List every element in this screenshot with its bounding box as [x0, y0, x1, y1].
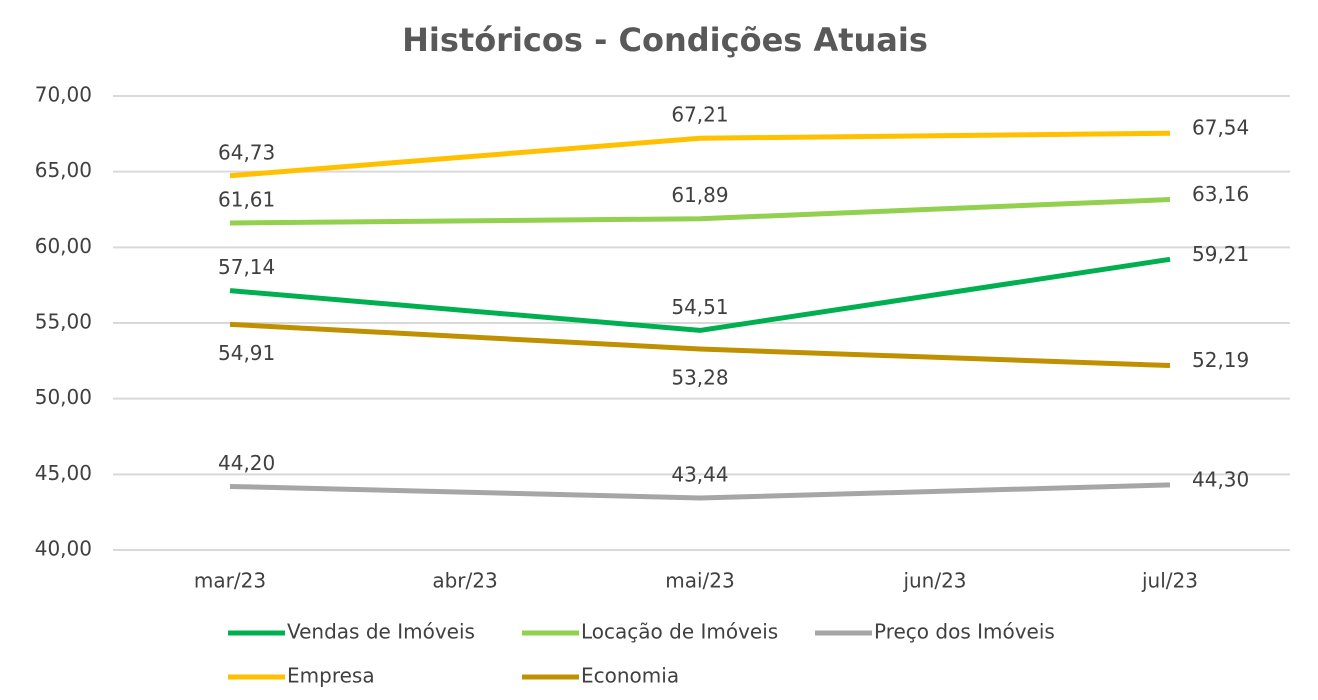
data-label: 53,28: [671, 366, 728, 390]
x-tick-label: jul/23: [1141, 569, 1198, 593]
series-line: [229, 482, 1171, 501]
data-label: 59,21: [1192, 242, 1249, 266]
series-line: [229, 197, 1171, 226]
x-tick-label: abr/23: [432, 569, 497, 593]
data-label: 52,19: [1192, 348, 1249, 372]
data-label: 54,51: [671, 295, 728, 319]
y-tick-label: 55,00: [35, 310, 92, 334]
legend-label: Vendas de Imóveis: [287, 620, 475, 644]
data-label: 64,73: [218, 140, 275, 164]
y-tick-label: 65,00: [35, 158, 92, 182]
chart-title: Históricos - Condições Atuais: [402, 21, 928, 59]
legend-label: Empresa: [287, 664, 375, 688]
data-label: 67,54: [1192, 116, 1249, 140]
legend-label: Preço dos Imóveis: [874, 620, 1055, 644]
data-label: 67,21: [671, 103, 728, 127]
y-tick-label: 45,00: [35, 461, 92, 485]
data-label: 61,89: [671, 183, 728, 207]
series-line: [229, 321, 1171, 369]
data-label: 61,61: [218, 187, 275, 211]
data-label: 63,16: [1192, 182, 1249, 206]
series-line: [229, 256, 1171, 333]
x-tick-label: mar/23: [194, 569, 266, 593]
y-tick-label: 70,00: [35, 83, 92, 107]
legend-label: Locação de Imóveis: [581, 620, 778, 644]
y-tick-label: 50,00: [35, 385, 92, 409]
y-tick-label: 40,00: [35, 537, 92, 561]
data-label: 44,30: [1192, 467, 1249, 491]
data-label: 44,20: [218, 451, 275, 475]
data-label: 43,44: [671, 462, 728, 486]
series-line: [229, 130, 1171, 179]
data-label: 54,91: [218, 341, 275, 365]
legend-label: Economia: [581, 664, 679, 688]
x-tick-label: jun/23: [902, 569, 966, 593]
y-tick-label: 60,00: [35, 234, 92, 258]
data-label: 57,14: [218, 255, 275, 279]
x-tick-label: mai/23: [665, 569, 734, 593]
